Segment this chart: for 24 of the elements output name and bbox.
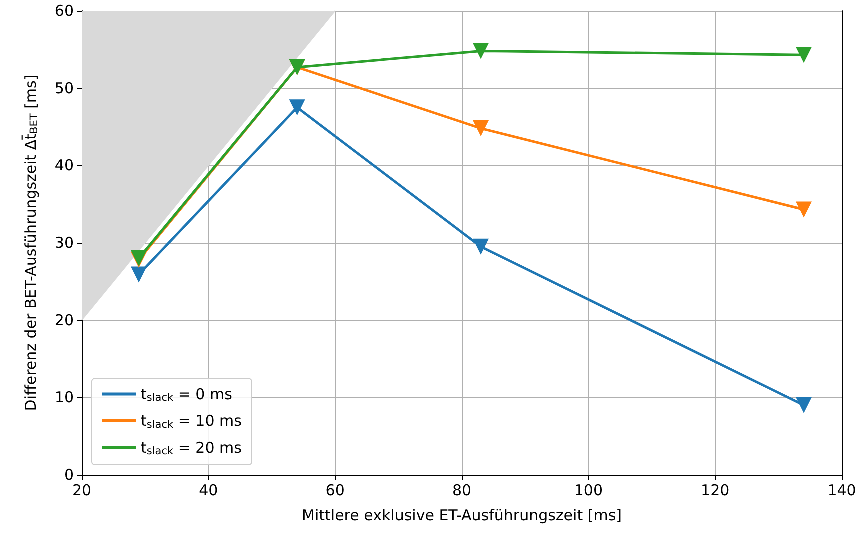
point xyxy=(473,43,489,60)
point xyxy=(796,397,812,414)
x-tick-label: 20 xyxy=(72,482,92,500)
point xyxy=(473,120,489,137)
y-tick-label: 50 xyxy=(54,79,74,98)
x-tick-label: 140 xyxy=(828,482,856,500)
y-tick-label: 10 xyxy=(54,388,74,407)
y-tick-label: 20 xyxy=(54,311,74,330)
x-axis-title: Mittlere exklusive ET-Ausführungszeit [ms] xyxy=(302,506,622,524)
y-axis-title: Differenz der BET-Ausführungszeit Δt̄BET [ms] xyxy=(21,74,40,412)
x-tick-label: 100 xyxy=(574,482,603,500)
x-tick-label: 40 xyxy=(199,482,218,500)
x-tick-label: 80 xyxy=(452,482,472,500)
point xyxy=(131,266,147,283)
point xyxy=(289,100,306,116)
x-tick-label: 120 xyxy=(701,482,730,500)
point xyxy=(473,238,489,255)
y-tick-label: 40 xyxy=(54,156,74,175)
point xyxy=(796,202,812,218)
y-tick-label: 60 xyxy=(54,2,74,20)
x-tick-label: 60 xyxy=(326,482,345,500)
point xyxy=(796,47,812,64)
y-tick-label: 0 xyxy=(64,466,74,484)
y-tick-label: 30 xyxy=(54,234,74,252)
